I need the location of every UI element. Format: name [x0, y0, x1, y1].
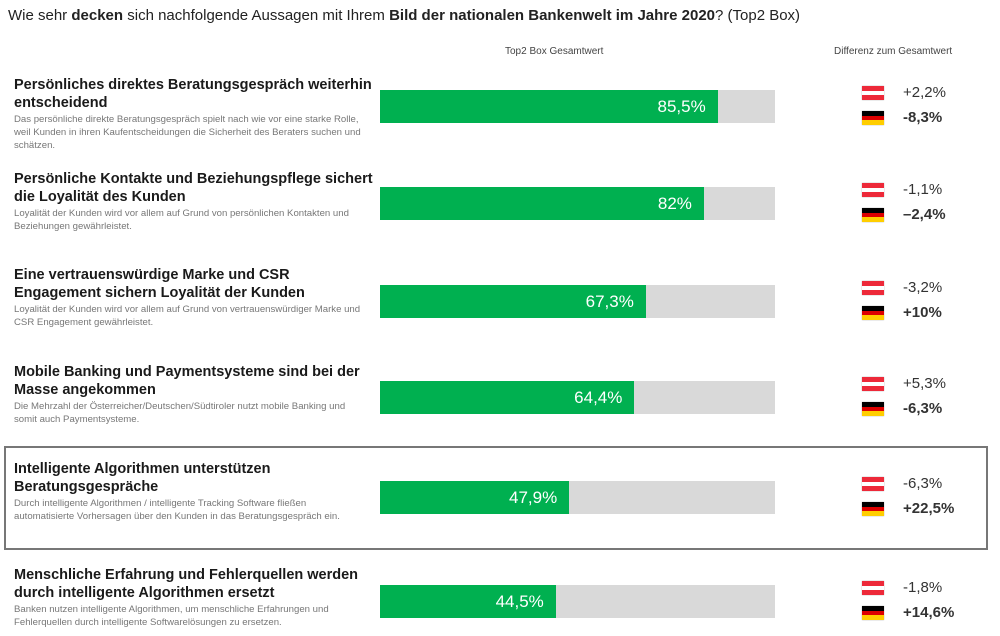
statement-title: Menschliche Erfahrung und Fehlerquellen …	[14, 566, 374, 629]
flag	[862, 477, 884, 492]
difference-value: -1,8%	[903, 579, 943, 596]
statement-text: Menschliche Erfahrung und Fehlerquellen …	[14, 567, 359, 601]
value-label: 67,3%	[585, 292, 634, 311]
title-part: decken	[71, 7, 124, 24]
flag	[862, 581, 884, 596]
difference-value: –2,4%	[903, 206, 946, 223]
title-part: Bild der nationalen Bankenwelt im Jahre …	[389, 7, 716, 24]
flag	[862, 606, 884, 621]
value-label: 82%	[657, 194, 692, 213]
title-part: ? (Top2 Box)	[715, 7, 801, 24]
statement-title: Intelligente Algorithmen unterstützen Be…	[14, 460, 374, 523]
value-label: 64,4%	[574, 388, 623, 407]
value-axis-label: Top2 Box Gesamtwert	[505, 46, 604, 57]
difference-value: -1,1%	[903, 181, 943, 198]
difference-value: -6,3%	[903, 400, 943, 417]
statement-description: Die Mehrzahl der Österreicher/Deutschen/…	[14, 401, 346, 425]
bar	[380, 187, 704, 220]
difference-value: +22,5%	[903, 500, 955, 517]
statement-text: Persönliches direktes Beratungsgespräch …	[14, 77, 372, 111]
bar	[380, 381, 635, 414]
flag	[862, 208, 884, 223]
flag	[862, 306, 884, 321]
flag	[862, 377, 884, 392]
statement-title: Mobile Banking und Paymentsysteme sind b…	[14, 363, 374, 426]
difference-value: -8,3%	[903, 109, 943, 126]
statement-text: Eine vertrauenswürdige Marke und CSR Eng…	[14, 267, 305, 301]
bar	[380, 481, 570, 514]
difference-value: +2,2%	[903, 84, 946, 101]
flag	[862, 402, 884, 417]
bar	[380, 90, 718, 123]
statement-text: Persönliche Kontakte und Beziehungspfleg…	[14, 171, 373, 205]
difference-value: +10%	[903, 304, 942, 321]
title-part: sich nachfolgende Aussagen mit Ihrem	[123, 7, 390, 24]
statement-text: Mobile Banking und Paymentsysteme sind b…	[14, 364, 360, 398]
statement-description: Loyalität der Kunden wird vor allem auf …	[14, 208, 349, 232]
flag	[862, 183, 884, 198]
difference-value: +14,6%	[903, 604, 955, 621]
difference-value: -6,3%	[903, 475, 943, 492]
title-part: Wie sehr	[8, 7, 72, 24]
difference-value: +5,3%	[903, 375, 946, 392]
statement-title: Persönliches direktes Beratungsgespräch …	[14, 76, 374, 152]
statement-text: Intelligente Algorithmen unterstützen Be…	[14, 461, 271, 495]
difference-value: -3,2%	[903, 279, 943, 296]
statement-description: Banken nutzen intelligente Algorithmen, …	[14, 604, 329, 628]
statement-description: Das persönliche direkte Beratungsgespräc…	[14, 114, 361, 151]
chart-title: Wie sehr decken sich nachfolgende Aussag…	[8, 7, 800, 24]
flag	[862, 502, 884, 517]
flag	[862, 86, 884, 101]
value-label: 44,5%	[495, 592, 544, 611]
statement-title: Persönliche Kontakte und Beziehungspfleg…	[14, 170, 374, 233]
statement-title: Eine vertrauenswürdige Marke und CSR Eng…	[14, 266, 374, 329]
value-label: 85,5%	[657, 97, 706, 116]
bar	[380, 585, 556, 618]
statement-description: Durch intelligente Algorithmen / intelli…	[14, 498, 340, 522]
value-label: 47,9%	[509, 488, 558, 507]
difference-label: Differenz zum Gesamtwert	[834, 46, 953, 57]
flag	[862, 281, 884, 296]
flag	[862, 111, 884, 126]
highlight-box	[4, 446, 988, 550]
bar	[380, 285, 646, 318]
statement-description: Loyalität der Kunden wird vor allem auf …	[14, 304, 361, 328]
